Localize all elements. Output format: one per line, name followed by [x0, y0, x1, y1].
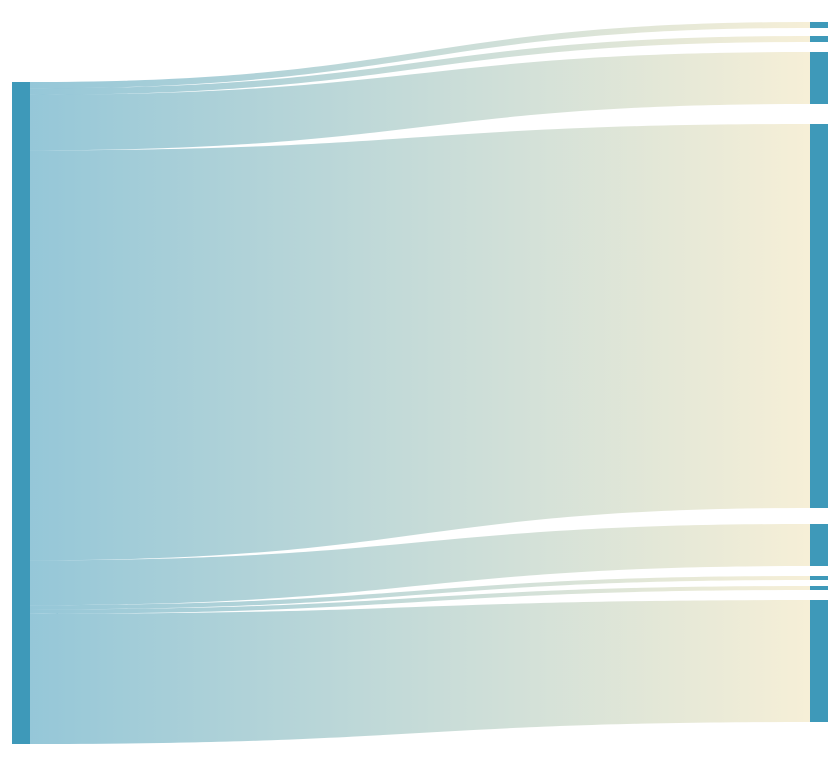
- sankey-link: [30, 124, 810, 560]
- sankey-node: [810, 124, 828, 508]
- sankey-node: [810, 576, 828, 580]
- sankey-node: [810, 36, 828, 42]
- sankey-node: [810, 600, 828, 722]
- sankey-chart: [0, 0, 840, 764]
- sankey-node: [810, 22, 828, 28]
- sankey-node: [810, 52, 828, 104]
- sankey-node: [810, 524, 828, 566]
- sankey-node: [810, 586, 828, 590]
- sankey-links: [30, 22, 810, 744]
- sankey-link: [30, 600, 810, 744]
- sankey-node: [12, 82, 30, 744]
